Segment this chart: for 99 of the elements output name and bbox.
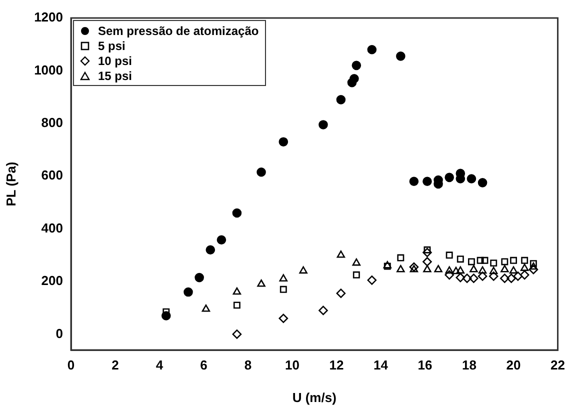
point — [444, 172, 454, 182]
point — [367, 44, 377, 54]
point — [456, 266, 465, 274]
point — [466, 174, 476, 184]
point — [409, 262, 419, 272]
y-tick-label: 0 — [56, 326, 63, 341]
point — [318, 306, 328, 316]
point — [299, 266, 308, 274]
point — [444, 270, 454, 280]
x-axis-title: U (m/s) — [292, 390, 336, 405]
point — [396, 264, 405, 272]
point — [478, 266, 487, 274]
point — [478, 178, 488, 188]
x-tick-label: 14 — [374, 357, 389, 372]
point — [424, 246, 431, 254]
y-tick-label: 1200 — [34, 10, 63, 25]
point — [500, 264, 509, 272]
x-tick-label: 4 — [156, 357, 164, 372]
point — [410, 264, 418, 272]
legend-label: Sem pressão de atomização — [98, 24, 259, 38]
point — [278, 137, 288, 146]
legend-label: 10 psi — [98, 54, 132, 68]
point — [194, 272, 204, 282]
point — [500, 274, 510, 283]
point — [490, 260, 498, 267]
x-tick-label: 6 — [200, 357, 208, 372]
point — [470, 264, 478, 272]
point — [422, 248, 432, 258]
point — [232, 287, 242, 295]
point — [256, 167, 266, 177]
y-tick-label: 200 — [41, 273, 63, 288]
point — [510, 256, 517, 264]
point — [367, 276, 377, 285]
point — [530, 260, 537, 268]
x-tick-label: 8 — [244, 357, 252, 372]
x-tick-label: 18 — [462, 357, 476, 372]
point — [422, 257, 432, 266]
point — [280, 286, 287, 293]
point — [520, 270, 530, 280]
point — [445, 266, 454, 274]
point — [206, 245, 216, 255]
point — [476, 256, 484, 264]
legend-label: 5 psi — [98, 38, 126, 52]
point — [452, 266, 460, 274]
y-tick-label: 800 — [41, 114, 63, 130]
point — [513, 272, 523, 281]
point — [202, 304, 210, 312]
point — [184, 287, 193, 297]
point — [488, 272, 498, 281]
point — [232, 330, 242, 339]
x-tick-label: 20 — [506, 357, 521, 372]
y-tick-label: 400 — [41, 220, 63, 236]
point — [352, 258, 361, 266]
point — [462, 274, 472, 283]
x-tick-label: 16 — [418, 357, 432, 372]
point — [509, 266, 518, 274]
x-tick-label: 2 — [112, 357, 119, 372]
point — [279, 274, 288, 282]
point — [446, 252, 453, 259]
x-tick-label: 0 — [67, 357, 75, 372]
point — [478, 272, 488, 281]
point — [216, 235, 226, 245]
point — [506, 274, 516, 283]
point — [468, 258, 475, 266]
point — [529, 262, 538, 270]
point — [422, 176, 432, 186]
point — [233, 302, 240, 309]
point — [423, 264, 432, 272]
point — [257, 279, 266, 287]
point — [352, 271, 360, 278]
point — [489, 266, 498, 274]
y-tick-label: 1000 — [34, 62, 63, 78]
point — [409, 176, 419, 186]
point — [336, 288, 346, 298]
point — [434, 264, 442, 272]
x-tick-label: 12 — [329, 357, 344, 372]
point — [521, 256, 528, 264]
point — [520, 264, 529, 271]
point — [336, 95, 346, 104]
point — [161, 311, 171, 320]
point — [318, 120, 328, 130]
point — [336, 250, 346, 258]
point — [352, 60, 362, 70]
point — [501, 258, 508, 266]
point — [469, 274, 478, 283]
point — [396, 52, 406, 61]
point — [350, 74, 359, 84]
point — [278, 314, 288, 324]
y-axis-title: PL (Pa) — [3, 162, 18, 206]
y-tick-label: 600 — [41, 168, 63, 183]
legend-label: 15 psi — [98, 68, 132, 82]
x-tick-label: 22 — [550, 357, 566, 372]
point — [456, 272, 466, 282]
point — [456, 256, 464, 263]
point — [397, 254, 404, 262]
point — [232, 208, 242, 218]
point — [528, 264, 538, 274]
point — [481, 256, 488, 264]
x-tick-label: 10 — [285, 357, 300, 372]
